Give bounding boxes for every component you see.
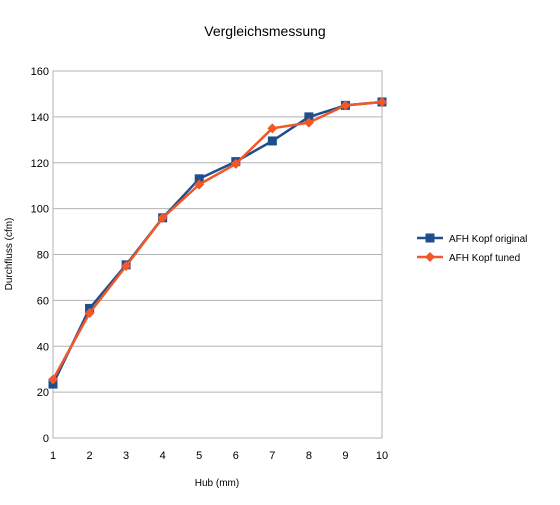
x-tick-label: 7: [269, 450, 275, 462]
series-line: [51, 100, 383, 381]
legend-marker: [425, 233, 435, 243]
y-axis-label: Durchfluss (cfm): [4, 218, 15, 291]
x-tick-label: 3: [123, 450, 129, 462]
data-point: [230, 158, 241, 169]
x-tick-label: 9: [342, 450, 348, 462]
data-point: [194, 174, 204, 184]
data-point: [121, 260, 132, 271]
y-tick-label: 60: [37, 295, 49, 307]
data-point: [303, 117, 314, 128]
legend-label: AFH Kopf original: [449, 234, 527, 245]
y-tick-label: 20: [37, 387, 49, 399]
x-tick-label: 2: [86, 450, 92, 462]
y-axis-ticks: 0 20 40 60 80 100 120 140 160: [31, 66, 49, 445]
legend: AFH Kopf original AFH Kopf tuned: [417, 233, 527, 264]
data-point: [267, 136, 277, 146]
y-tick-label: 160: [31, 66, 49, 78]
legend-marker: [425, 252, 435, 262]
chart-title: Vergleichsmessung: [204, 23, 325, 39]
legend-label: AFH Kopf tuned: [449, 253, 520, 264]
x-tick-label: 1: [50, 450, 56, 462]
x-axis-ticks: 1 2 3 4 5 6 7 8 9 10: [50, 450, 388, 462]
y-tick-label: 80: [37, 250, 49, 262]
y-tick-label: 100: [31, 204, 49, 216]
series-line: [51, 100, 383, 385]
y-tick-label: 140: [31, 112, 49, 124]
y-tick-label: 120: [31, 158, 49, 170]
gridlines: [53, 116, 382, 393]
y-tick-label: 40: [37, 341, 49, 353]
data-point: [194, 179, 205, 190]
data-point: [267, 123, 278, 134]
x-axis-label: Hub (mm): [195, 478, 239, 489]
data-point: [157, 212, 168, 223]
x-tick-label: 10: [376, 450, 388, 462]
data-point: [377, 96, 387, 107]
x-tick-label: 8: [306, 450, 312, 462]
y-tick-label: 0: [43, 433, 49, 445]
data-point: [304, 112, 314, 122]
x-tick-label: 5: [196, 450, 202, 462]
x-tick-label: 6: [233, 450, 239, 462]
data-point: [84, 307, 95, 318]
series-lines: [48, 96, 387, 389]
x-tick-label: 4: [160, 450, 166, 462]
data-point: [48, 374, 58, 385]
data-point: [340, 100, 351, 111]
